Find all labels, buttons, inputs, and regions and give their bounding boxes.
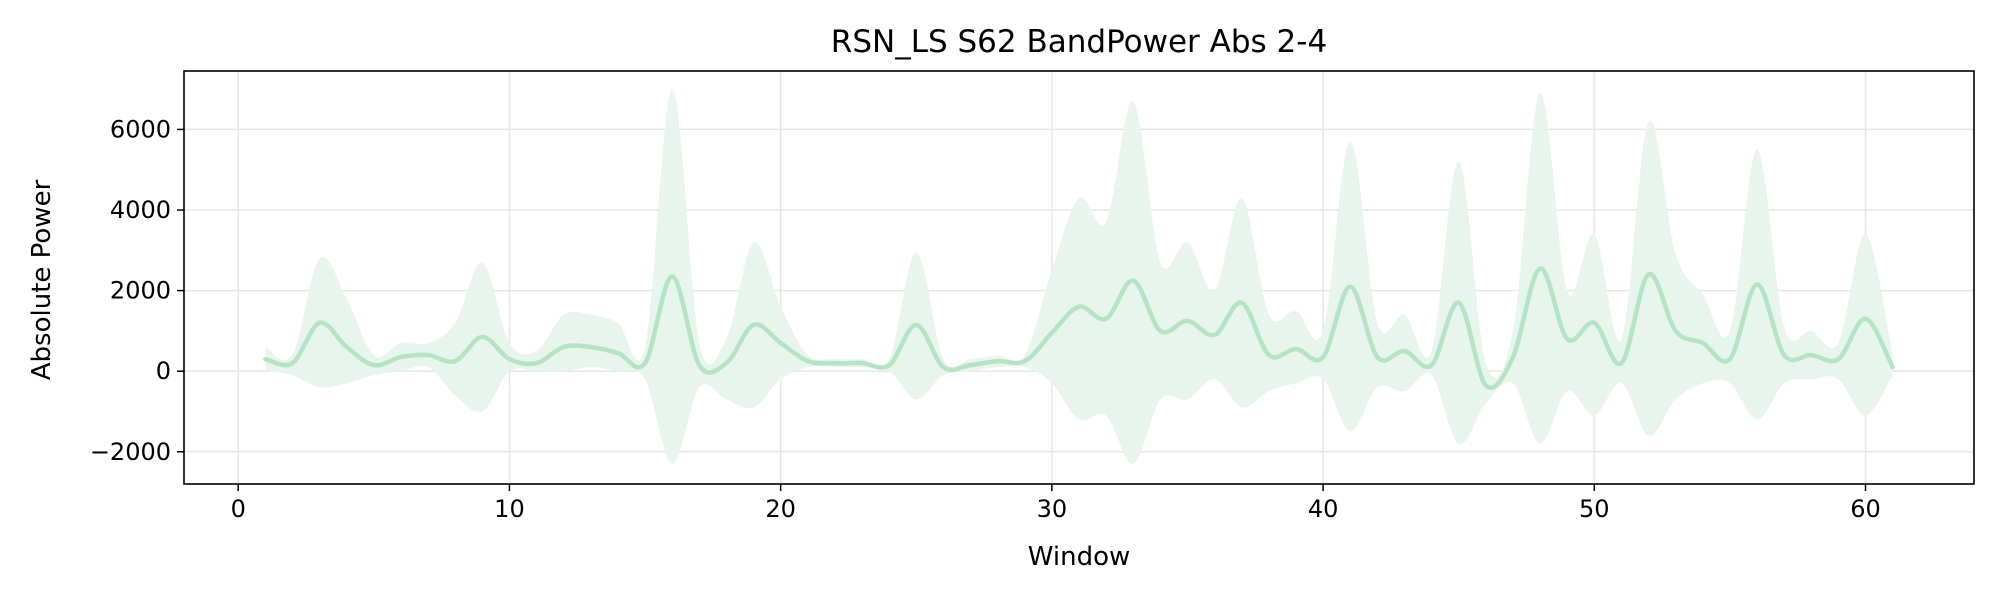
y-tick-label: 0	[156, 357, 171, 385]
x-tick-label: 10	[494, 495, 525, 523]
axes-frame	[183, 70, 1975, 485]
y-tick-label: 6000	[110, 115, 171, 143]
mean-line	[263, 266, 1895, 390]
confidence-band	[265, 89, 1893, 464]
y-tick-label: 2000	[110, 277, 171, 305]
x-axis-title: Window	[1028, 542, 1131, 572]
x-tick-label: 50	[1579, 495, 1610, 523]
y-tick-label: −2000	[90, 438, 171, 466]
x-tick-label: 30	[1037, 495, 1068, 523]
x-tick-label: 20	[765, 495, 796, 523]
chart-title: RSN_LS S62 BandPower Abs 2-4	[831, 24, 1327, 60]
y-axis-title: Absolute Power	[27, 179, 57, 380]
x-tick-label: 40	[1308, 495, 1339, 523]
y-tick-label: 4000	[110, 196, 171, 224]
x-tick-label: 60	[1850, 495, 1881, 523]
x-tick-label: 0	[231, 495, 246, 523]
